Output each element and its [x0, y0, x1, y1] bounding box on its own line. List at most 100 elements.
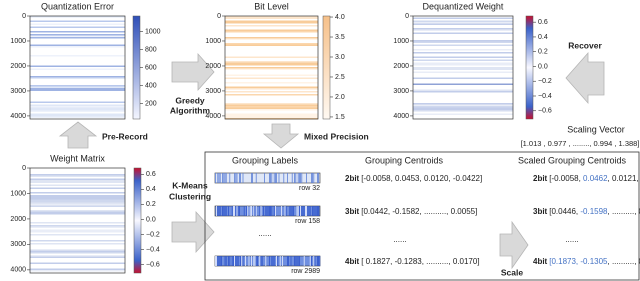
- label-stripe: [263, 206, 264, 216]
- label-stripe: [228, 206, 229, 216]
- heatmap-stripe: [413, 22, 513, 24]
- heatmap-stripe: [225, 103, 318, 105]
- label-stripe: [309, 256, 311, 266]
- heatmap-stripe: [413, 83, 513, 85]
- label-stripe: [296, 256, 298, 266]
- heatmap-stripe: [225, 115, 318, 117]
- heatmap-stripe: [30, 89, 125, 91]
- label-stripe: [218, 173, 220, 183]
- heatmap-stripe: [225, 94, 318, 96]
- heatmap-stripe: [30, 175, 125, 177]
- arrow-recover: [565, 51, 605, 105]
- heatmap-stripe: [30, 23, 125, 25]
- label-stripe: [257, 256, 258, 266]
- y-tick-label: 1000: [10, 190, 26, 197]
- heatmap-stripe: [30, 222, 125, 224]
- heatmap-stripe: [413, 103, 513, 105]
- label-stripe: [267, 206, 269, 216]
- label-stripe: [218, 206, 220, 216]
- heatmap-stripe: [30, 35, 125, 37]
- heatmap-stripe: [30, 202, 125, 204]
- scaled-value: , .........., 0.0171]: [608, 257, 640, 266]
- label-stripe: [231, 256, 233, 266]
- label-stripe: [225, 256, 227, 266]
- colorbar-label: 2.0: [335, 94, 345, 101]
- colorbar-label: −0.4: [146, 246, 160, 253]
- colorbar-label: −0.4: [538, 93, 552, 100]
- label-stripe: [254, 256, 256, 266]
- label-stripe: [260, 206, 262, 216]
- label-stripe: [217, 173, 219, 183]
- label-stripe: [287, 173, 288, 183]
- heatmap-stripe: [413, 71, 513, 73]
- label-stripe: [302, 206, 304, 216]
- label-stripe: [261, 256, 263, 266]
- heatmap-stripe: [413, 23, 513, 25]
- heatmap-stripe: [30, 231, 125, 233]
- label-stripe: [275, 206, 276, 216]
- label-stripe: [271, 206, 273, 216]
- label-stripe: [284, 206, 286, 216]
- label-stripe: [222, 206, 223, 216]
- heatmap-stripe: [30, 192, 125, 194]
- label-stripe: [236, 173, 238, 183]
- scaled-value: , 0.0121, -0.0423]: [608, 174, 640, 183]
- heatmap-frame: [29, 167, 126, 274]
- heatmap-stripe: [225, 82, 318, 84]
- label-stripe: [305, 206, 306, 216]
- heatmap-stripe: [30, 211, 125, 213]
- label-stripe: [283, 173, 285, 183]
- label-stripe: [299, 173, 300, 183]
- heatmap-stripe: [30, 104, 125, 106]
- colorbar-label: −0.6: [146, 261, 160, 268]
- heatmap-stripe: [225, 68, 318, 70]
- label-bar: [214, 172, 321, 184]
- heatmap-stripe: [225, 91, 318, 93]
- heatmap-stripe: [30, 110, 125, 112]
- heatmap-stripe: [30, 256, 125, 258]
- scaled-row: 2bit[-0.0058, 0.0462, 0.0121, -0.0423]: [533, 174, 640, 183]
- label-stripe: [229, 173, 231, 183]
- y-tick-label: 4000: [205, 113, 221, 120]
- label-stripe: [293, 206, 294, 216]
- label-stripe: [234, 256, 235, 266]
- arrow-kmeans: [171, 210, 215, 254]
- label-stripe: [259, 206, 261, 216]
- label-stripe: [236, 256, 238, 266]
- heatmap-stripe: [225, 116, 318, 118]
- label-stripe: [297, 256, 299, 266]
- label-stripe: [224, 173, 226, 183]
- heatmap-stripe: [225, 43, 318, 45]
- label-stripe: [314, 206, 316, 216]
- label-stripe: [219, 206, 221, 216]
- heatmap-stripe: [30, 199, 125, 201]
- heatmap-stripe: [225, 37, 318, 39]
- label-stripe: [243, 206, 245, 216]
- arrow-greedy: [171, 52, 215, 92]
- heatmap-stripe: [30, 113, 125, 115]
- heatmap-stripe: [30, 109, 125, 111]
- bits: 2bit: [533, 174, 548, 183]
- heatmap-stripe: [225, 77, 318, 79]
- label-stripe: [290, 256, 292, 266]
- heatmap-stripe: [30, 201, 125, 203]
- heatmap-stripe: [30, 26, 125, 28]
- heatmap-stripe: [30, 226, 125, 228]
- label-stripe: [276, 173, 277, 183]
- label-stripe: [249, 206, 251, 216]
- label-stripe: [239, 173, 240, 183]
- label-stripe: [273, 173, 275, 183]
- label-stripe: [287, 256, 288, 266]
- scaled-row: 3bit[0.0446, -0.1598, .........., 0.0053…: [533, 207, 640, 216]
- label-stripe: [246, 206, 247, 216]
- colorbar: [322, 15, 331, 120]
- colorbar-label: 1000: [145, 28, 161, 35]
- label-stripe: [312, 173, 313, 183]
- heatmap-stripe: [413, 40, 513, 42]
- label-stripe: [297, 173, 299, 183]
- heatmap-frame: [412, 15, 514, 120]
- label-bar: [214, 205, 321, 217]
- heatmap-stripe: [225, 61, 318, 63]
- heatmap-stripe: [413, 28, 513, 30]
- label-stripe: [266, 206, 268, 216]
